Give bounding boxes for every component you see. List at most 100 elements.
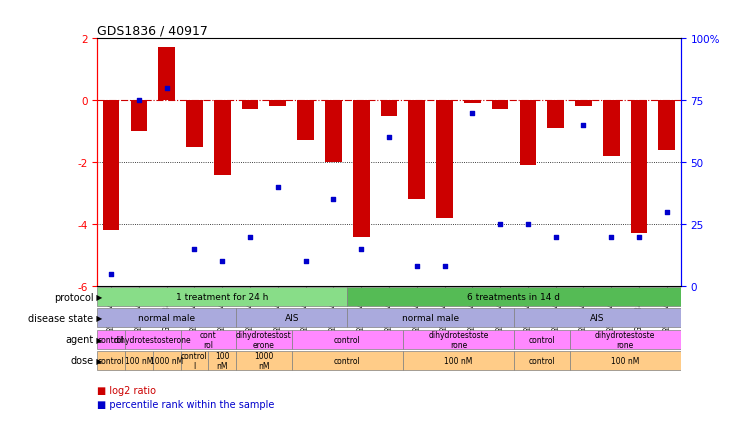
- Bar: [214, 101, 230, 175]
- Text: control: control: [98, 356, 124, 365]
- Bar: [514, 309, 681, 328]
- Text: 100 nM: 100 nM: [125, 356, 153, 365]
- Bar: [520, 101, 536, 166]
- Bar: [97, 309, 236, 328]
- Text: 1000
nM: 1000 nM: [254, 352, 274, 370]
- Bar: [153, 351, 180, 370]
- Bar: [575, 101, 592, 107]
- Point: [411, 263, 423, 270]
- Point: [438, 263, 450, 270]
- Text: dihydrotestoste
rone: dihydrotestoste rone: [428, 330, 488, 349]
- Text: control: control: [528, 356, 555, 365]
- Text: control: control: [334, 335, 361, 344]
- Bar: [347, 287, 681, 306]
- Bar: [491, 101, 509, 110]
- Bar: [658, 101, 675, 150]
- Text: GDS1836 / 40917: GDS1836 / 40917: [97, 25, 208, 38]
- Bar: [297, 101, 314, 141]
- Text: normal male: normal male: [402, 314, 459, 322]
- Point: [633, 233, 645, 240]
- Bar: [631, 101, 647, 234]
- Text: 1 treatment for 24 h: 1 treatment for 24 h: [176, 293, 269, 301]
- Bar: [408, 101, 425, 200]
- Text: disease state: disease state: [28, 313, 94, 323]
- Bar: [180, 351, 209, 370]
- Text: control
l: control l: [181, 352, 208, 370]
- Bar: [97, 330, 125, 349]
- Text: ■ percentile rank within the sample: ■ percentile rank within the sample: [97, 399, 275, 408]
- Point: [550, 233, 562, 240]
- Point: [244, 233, 256, 240]
- Bar: [97, 351, 125, 370]
- Text: ▶: ▶: [94, 314, 102, 322]
- Text: ▶: ▶: [94, 335, 102, 344]
- Text: 1000 nM: 1000 nM: [150, 356, 183, 365]
- Bar: [514, 330, 569, 349]
- Text: 100
nM: 100 nM: [215, 352, 230, 370]
- Point: [577, 122, 589, 129]
- Text: 100 nM: 100 nM: [611, 356, 640, 365]
- Text: control: control: [98, 335, 124, 344]
- Point: [188, 246, 200, 253]
- Point: [300, 258, 312, 265]
- Bar: [242, 101, 258, 110]
- Point: [466, 110, 478, 117]
- Point: [216, 258, 228, 265]
- Point: [522, 221, 534, 228]
- Text: ■ log2 ratio: ■ log2 ratio: [97, 386, 156, 395]
- Point: [605, 233, 617, 240]
- Bar: [292, 330, 403, 349]
- Text: agent: agent: [65, 335, 94, 344]
- Text: AIS: AIS: [284, 314, 299, 322]
- Bar: [347, 309, 514, 328]
- Text: ▶: ▶: [94, 356, 102, 365]
- Text: control: control: [334, 356, 361, 365]
- Bar: [209, 351, 236, 370]
- Bar: [353, 101, 370, 237]
- Text: dihydrotestoste
rone: dihydrotestoste rone: [595, 330, 655, 349]
- Text: 6 treatments in 14 d: 6 treatments in 14 d: [468, 293, 560, 301]
- Bar: [403, 351, 514, 370]
- Text: cont
rol: cont rol: [200, 330, 217, 349]
- Text: dose: dose: [70, 356, 94, 365]
- Bar: [131, 101, 147, 132]
- Text: dihydrotestost
erone: dihydrotestost erone: [236, 330, 292, 349]
- Bar: [381, 101, 397, 116]
- Point: [272, 184, 283, 191]
- Text: normal male: normal male: [138, 314, 195, 322]
- Bar: [236, 309, 347, 328]
- Text: control: control: [528, 335, 555, 344]
- Bar: [569, 351, 681, 370]
- Bar: [436, 101, 453, 218]
- Text: ▶: ▶: [94, 293, 102, 301]
- Bar: [403, 330, 514, 349]
- Point: [105, 271, 117, 278]
- Bar: [292, 351, 403, 370]
- Text: AIS: AIS: [590, 314, 604, 322]
- Text: dihydrotestosterone: dihydrotestosterone: [114, 335, 191, 344]
- Bar: [125, 351, 153, 370]
- Bar: [236, 330, 292, 349]
- Text: 100 nM: 100 nM: [444, 356, 473, 365]
- Bar: [269, 101, 286, 107]
- Point: [660, 209, 672, 216]
- Bar: [97, 287, 347, 306]
- Bar: [569, 330, 681, 349]
- Point: [161, 85, 173, 92]
- Point: [133, 97, 145, 104]
- Point: [494, 221, 506, 228]
- Bar: [514, 351, 569, 370]
- Bar: [186, 101, 203, 147]
- Text: protocol: protocol: [54, 292, 94, 302]
- Bar: [236, 351, 292, 370]
- Bar: [180, 330, 236, 349]
- Point: [328, 196, 340, 203]
- Bar: [125, 330, 180, 349]
- Point: [355, 246, 367, 253]
- Bar: [464, 101, 481, 104]
- Bar: [603, 101, 619, 157]
- Bar: [325, 101, 342, 163]
- Point: [383, 135, 395, 141]
- Bar: [548, 101, 564, 129]
- Bar: [159, 48, 175, 101]
